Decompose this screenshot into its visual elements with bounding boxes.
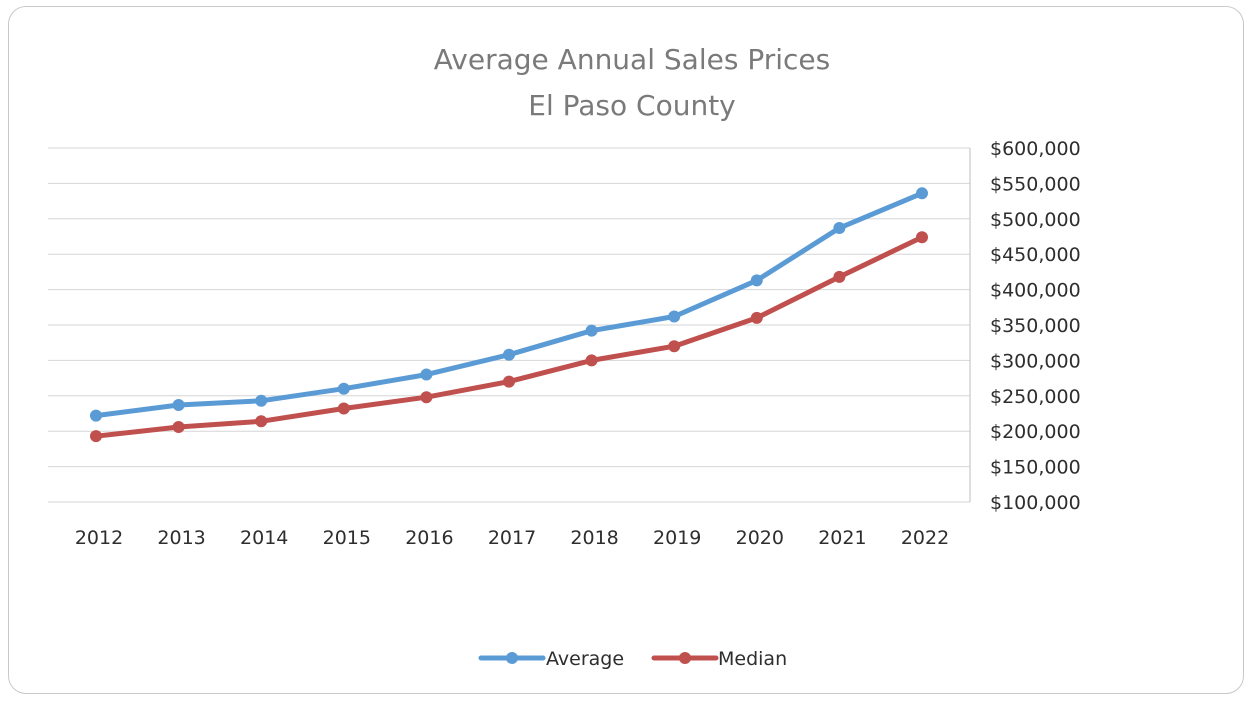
y-tick-label: $550,000 [990,173,1081,195]
data-point-median [420,391,433,404]
data-point-average [172,399,185,412]
x-tick-label: 2018 [570,527,618,549]
data-point-median [833,270,846,283]
y-tick-label: $350,000 [990,315,1081,337]
data-point-average [916,187,928,200]
y-tick-label: $200,000 [990,421,1081,443]
chart-frame [8,6,1244,694]
data-point-median [750,311,763,324]
x-tick-label: 2014 [240,527,288,549]
data-point-median [172,420,185,433]
series-lines [90,187,928,443]
x-tick-label: 2020 [736,527,784,549]
y-tick-label: $250,000 [990,386,1081,408]
data-point-median [90,430,102,443]
y-tick-label: $300,000 [990,350,1081,372]
legend-label-median: Median [718,648,787,670]
legend: Average Median [478,648,787,670]
data-point-average [255,394,268,407]
data-point-median [585,354,598,367]
y-tick-label: $400,000 [990,280,1081,302]
data-point-average [750,274,763,287]
x-tick-label: 2012 [75,527,123,549]
x-tick-label: 2016 [405,527,453,549]
y-axis-ticks: $100,000 $150,000 $200,000 $250,000 $300,000… [990,138,1081,514]
chart-subtitle: El Paso County [528,89,736,122]
data-point-average [668,310,681,323]
data-point-median [916,231,928,244]
x-tick-label: 2015 [323,527,371,549]
data-point-median [337,402,350,415]
x-axis-ticks: 2012 2013 2014 2015 2016 2017 2018 2019 2020 2021… [75,527,949,549]
x-tick-label: 2013 [157,527,205,549]
gridlines [48,147,971,503]
data-point-average [90,409,102,422]
y-tick-label: $150,000 [990,457,1081,479]
legend-label-average: Average [546,648,624,670]
data-point-average [833,222,846,235]
y-tick-label: $450,000 [990,244,1081,266]
x-tick-label: 2017 [488,527,536,549]
y-tick-label: $600,000 [990,138,1081,160]
chart-title: Average Annual Sales Prices [434,43,830,76]
series-line-median [93,234,925,439]
data-point-median [255,415,268,428]
x-tick-label: 2022 [901,527,949,549]
legend-marker-median [679,652,691,664]
legend-marker-average [506,652,518,664]
data-point-median [503,375,515,388]
x-tick-label: 2019 [653,527,701,549]
data-point-average [503,348,515,361]
data-point-average [585,324,598,337]
x-tick-label: 2021 [818,527,866,549]
data-point-average [337,382,350,395]
data-point-average [420,368,433,381]
data-point-median [668,340,681,353]
y-tick-label: $500,000 [990,209,1081,231]
y-tick-label: $100,000 [990,492,1081,514]
